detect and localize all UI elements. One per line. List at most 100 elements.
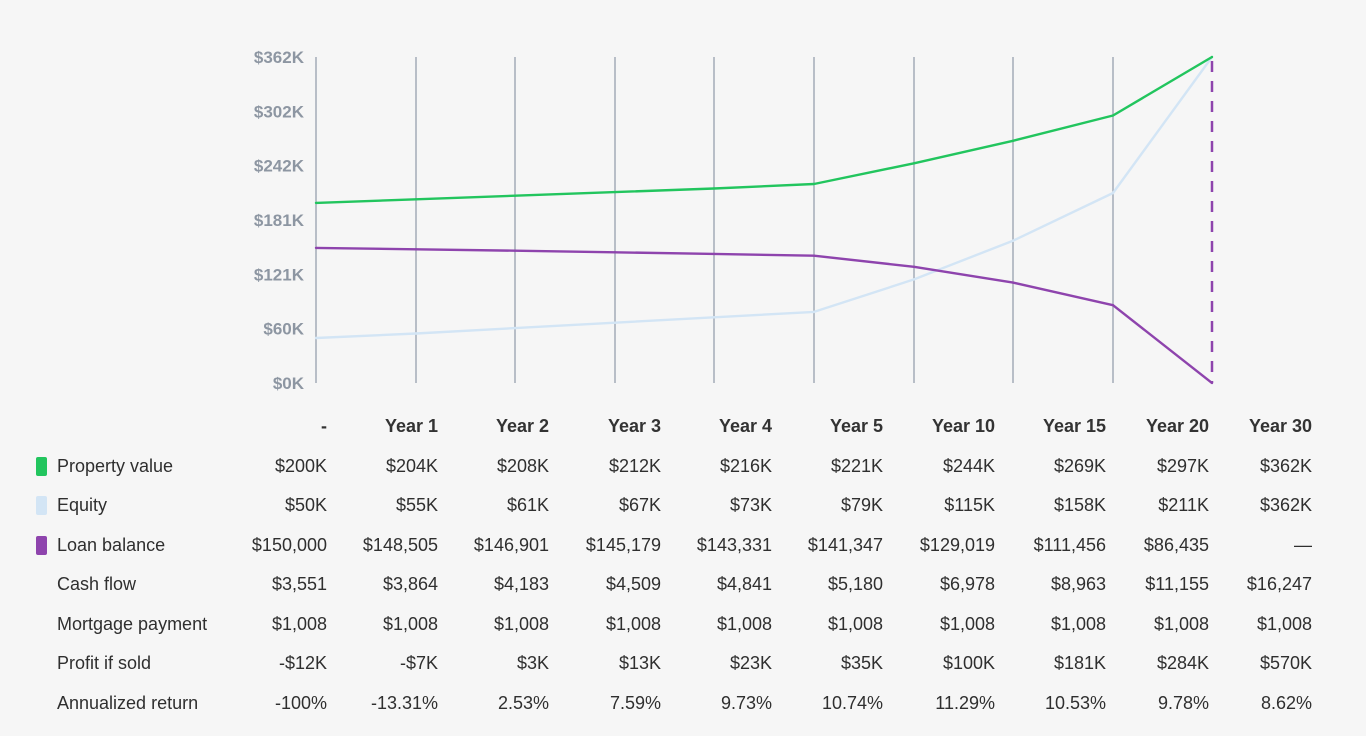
equity-point — [513, 326, 517, 330]
property-value-point — [1111, 114, 1115, 117]
column-header: Year 4 — [718, 416, 772, 436]
table-cell: $1,008 — [493, 613, 549, 634]
table-cell: $211K — [1158, 495, 1209, 515]
table-cell: 11.29% — [935, 692, 995, 713]
y-tick-label: $302K — [254, 102, 305, 121]
y-axis-ticks: $0K $60K $121K $181K $242K $302K $362K — [254, 48, 305, 393]
table-cell: $212K — [608, 455, 661, 476]
loan-balance-point — [712, 252, 716, 256]
legend-swatch — [36, 496, 47, 515]
table-cell: $570K — [1259, 653, 1312, 673]
table-cell: $150,000 — [251, 534, 327, 555]
legend-swatch — [36, 535, 47, 555]
table-row: Annualized return -100% -13.31% 2.53% 7.59% 9… — [0, 685, 1366, 721]
equity-point — [912, 278, 916, 281]
loan-balance-point — [414, 248, 418, 251]
table-cell: $269K — [1053, 455, 1106, 476]
legend-swatch — [36, 456, 47, 476]
row-label: Loan balance — [57, 534, 166, 555]
table-cell: $1,008 — [1256, 613, 1312, 634]
table-cell: $6,978 — [939, 574, 995, 594]
equity-point — [613, 321, 617, 324]
table-cell: -$12K — [278, 653, 327, 673]
table-cell: $55K — [395, 495, 438, 515]
y-tick-label: $60K — [263, 320, 304, 339]
row-label: Cash flow — [57, 574, 137, 594]
table-cell: $11,155 — [1145, 574, 1209, 594]
table-cell: $362K — [1259, 455, 1312, 476]
table-cell: -13.31% — [370, 692, 438, 713]
table-cell: $50K — [284, 495, 327, 515]
table-cell: $16,247 — [1246, 574, 1312, 594]
table-cell: $284K — [1156, 653, 1209, 673]
property-value-point — [1210, 55, 1214, 59]
column-header: Year 1 — [384, 416, 438, 436]
table-cell: 8.62% — [1260, 692, 1312, 713]
loan-balance-point — [513, 249, 517, 252]
y-tick-label: $181K — [254, 211, 305, 230]
table-cell: $1,008 — [271, 613, 327, 634]
table-cell: $1,008 — [716, 613, 772, 634]
property-value-point — [1011, 139, 1015, 142]
table-cell: -$7K — [399, 653, 438, 673]
table-cell: 10.74% — [821, 692, 883, 713]
y-tick-label: $121K — [254, 265, 305, 284]
table-row: Loan balance $150,000 $148,505 $146,901 $145… — [0, 527, 1366, 563]
table-cell: $4,841 — [716, 574, 772, 594]
table-cell: $3,551 — [271, 574, 327, 594]
table-row: Mortgage payment $1,008 $1,008 $1,008 $1,008… — [0, 606, 1366, 642]
loan-balance-point — [1111, 304, 1115, 307]
column-header: Year 3 — [607, 416, 661, 436]
table-cell: $143,331 — [696, 534, 772, 555]
row-label: Property value — [57, 455, 174, 476]
row-label: Annualized return — [57, 692, 199, 713]
property-value-point — [912, 162, 916, 165]
table-row: Profit if sold -$12K -$7K $3K $13K $23K $35K $1… — [0, 645, 1366, 681]
loan-balance-line — [315, 246, 1213, 384]
y-tick-label: $0K — [273, 374, 305, 393]
table-cell: $3,864 — [382, 574, 438, 594]
table-cell: $145,179 — [585, 534, 661, 555]
loan-balance-point — [613, 251, 617, 254]
table-cell: $1,008 — [827, 613, 883, 634]
loan-balance-point — [1011, 281, 1015, 284]
equity-point — [1011, 239, 1015, 242]
table-cell: $1,008 — [1153, 613, 1209, 634]
table-cell: $67K — [618, 495, 661, 515]
table-cell: $1,008 — [939, 613, 995, 634]
table-cell: $129,019 — [919, 534, 995, 555]
table-cell: $1,008 — [382, 613, 438, 634]
column-header: Year 15 — [1042, 416, 1106, 436]
chart-gridlines — [315, 57, 1114, 383]
table-cell: $208K — [496, 455, 549, 476]
chart-series — [314, 55, 1214, 385]
table-cell: $3K — [516, 653, 549, 673]
column-header: Year 20 — [1145, 416, 1209, 436]
equity-point — [712, 316, 716, 319]
table-row: Cash flow $3,551 $3,864 $4,183 $4,509 $4,841 $… — [0, 566, 1366, 602]
table-cell: $362K — [1259, 495, 1312, 515]
property-value-point — [812, 182, 816, 186]
table-cell: $86,435 — [1143, 534, 1209, 555]
table-cell: $1,008 — [605, 613, 661, 634]
table-cell: $100K — [942, 653, 995, 673]
table-cell: $204K — [385, 455, 438, 476]
equity-point — [314, 336, 318, 340]
table-cell: $4,183 — [493, 574, 549, 594]
row-label: Profit if sold — [57, 653, 152, 673]
table-cell: $141,347 — [807, 534, 883, 555]
table-cell: $181K — [1053, 653, 1106, 673]
table-cell: $61K — [506, 495, 549, 515]
table-cell: $79K — [840, 495, 883, 515]
table-cell: $115K — [944, 495, 995, 515]
table-cell: $148,505 — [362, 534, 438, 555]
table-cell: $13K — [618, 653, 661, 673]
table-row: Property value $200K $204K $208K $212K $216K $… — [0, 448, 1366, 484]
property-value-point — [414, 198, 418, 201]
loan-balance-point — [912, 265, 916, 268]
equity-point — [414, 332, 418, 335]
property-value-line — [315, 55, 1213, 205]
loan-balance-point — [812, 254, 816, 257]
column-header: Year 30 — [1248, 416, 1312, 436]
loan-balance-point — [314, 246, 318, 250]
